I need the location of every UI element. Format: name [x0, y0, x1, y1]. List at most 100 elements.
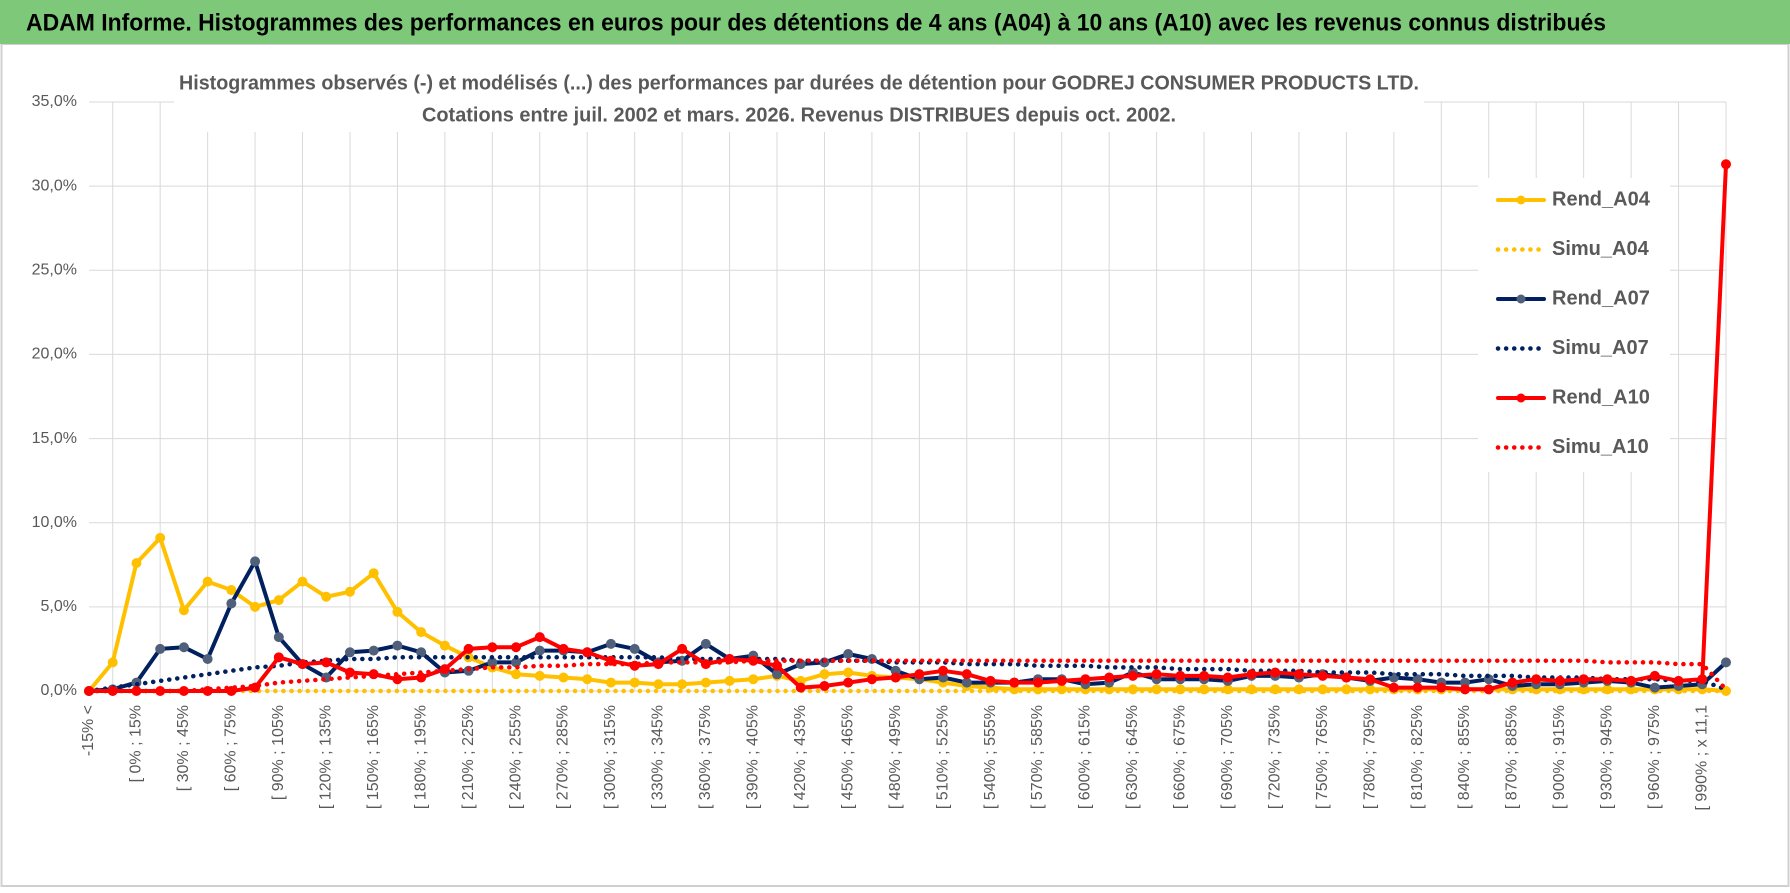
data-point: [1531, 674, 1542, 685]
x-tick-label: [ 600% ; 615%: [1077, 705, 1094, 809]
data-point: [629, 677, 640, 688]
x-tick-label: [ 0% ; 15%: [128, 705, 145, 782]
legend-label: Rend_A04: [1552, 188, 1651, 210]
data-point: [1673, 675, 1684, 686]
data-point: [843, 648, 854, 659]
data-point: [558, 643, 569, 654]
data-point: [178, 605, 189, 616]
data-point: [819, 680, 830, 691]
data-point: [843, 667, 854, 678]
data-point: [890, 672, 901, 683]
data-point: [1127, 670, 1138, 681]
data-point: [155, 643, 166, 654]
y-tick-label: 10,0%: [32, 514, 77, 531]
data-point: [1246, 669, 1257, 680]
x-tick-label: [ 390% ; 405%: [745, 705, 762, 809]
y-tick-label: 25,0%: [32, 262, 77, 279]
data-point: [250, 601, 261, 612]
data-point: [1032, 677, 1043, 688]
data-point: [558, 672, 569, 683]
series-line: [87, 162, 1728, 693]
data-point: [653, 679, 664, 690]
data-point: [534, 670, 545, 681]
data-point: [1483, 684, 1494, 695]
data-point: [1341, 672, 1352, 683]
y-tick-label: 20,0%: [32, 346, 77, 363]
x-tick-label: [ 690% ; 705%: [1219, 705, 1236, 809]
x-tick-label: [ 180% ; 195%: [412, 705, 429, 809]
data-point: [938, 665, 949, 676]
data-point: [582, 674, 593, 685]
data-point: [1199, 670, 1210, 681]
x-tick-label: [ 900% ; 915%: [1551, 705, 1568, 809]
chart-title: Histogrammes observés (-) et modélisés (…: [179, 72, 1419, 94]
x-tick-label: [ 510% ; 525%: [934, 705, 951, 809]
y-tick-label: 35,0%: [32, 93, 77, 110]
header-title: ADAM Informe. Histogrammes des performan…: [26, 9, 1606, 36]
data-point: [392, 606, 403, 617]
data-point: [463, 643, 474, 654]
data-point: [748, 674, 759, 685]
data-point: [1626, 675, 1637, 686]
data-point: [297, 659, 308, 670]
data-point: [131, 558, 142, 569]
chart-subtitle: Cotations entre juil. 2002 et mars. 2026…: [422, 104, 1176, 126]
data-point: [1270, 667, 1281, 678]
x-tick-label: [ 840% ; 855%: [1456, 705, 1473, 809]
data-point: [677, 679, 688, 690]
data-point: [202, 654, 213, 665]
data-point: [1697, 674, 1708, 685]
x-tick-label: [ 540% ; 555%: [982, 705, 999, 809]
data-point: [1602, 674, 1613, 685]
data-point: [605, 677, 616, 688]
x-tick-label: [ 60% ; 75%: [223, 705, 240, 791]
data-point: [392, 640, 403, 651]
x-tick-label: [ 810% ; 825%: [1409, 705, 1426, 809]
data-point: [677, 643, 688, 654]
data-point: [1175, 670, 1186, 681]
legend-label: Simu_A04: [1552, 238, 1650, 260]
title-background: [174, 66, 1424, 132]
y-tick-label: 5,0%: [41, 598, 77, 615]
data-point: [1649, 670, 1660, 681]
x-tick-label: [ 780% ; 795%: [1361, 705, 1378, 809]
data-point: [534, 632, 545, 643]
data-point: [1649, 682, 1660, 693]
data-point: [1554, 675, 1565, 686]
data-point: [1056, 675, 1067, 686]
x-tick-label: [ 480% ; 495%: [887, 705, 904, 809]
data-point: [700, 638, 711, 649]
data-point: [985, 675, 996, 686]
x-tick-label: [ 990% ; x 11,1: [1693, 705, 1710, 811]
legend-marker: [1516, 393, 1526, 403]
data-point: [202, 576, 213, 587]
x-tick-label: [ 570% ; 585%: [1029, 705, 1046, 809]
data-point: [724, 675, 735, 686]
data-point: [273, 595, 284, 606]
data-point: [511, 642, 522, 653]
data-point: [1721, 159, 1731, 170]
y-tick-label: 0,0%: [41, 682, 77, 699]
legend-label: Simu_A10: [1552, 436, 1649, 458]
y-tick-label: 15,0%: [32, 430, 77, 447]
header-bar: [0, 0, 1790, 44]
data-point: [1222, 672, 1233, 683]
data-point: [629, 643, 640, 654]
data-point: [1388, 682, 1399, 693]
data-point: [1293, 669, 1304, 680]
x-tick-label: [ 420% ; 435%: [792, 705, 809, 809]
x-tick-label: [ 930% ; 945%: [1599, 705, 1616, 809]
data-point: [368, 568, 379, 579]
data-point: [961, 677, 972, 688]
x-tick-label: [ 240% ; 255%: [507, 705, 524, 809]
x-tick-label: [ 90% ; 105%: [270, 705, 287, 800]
data-point: [582, 647, 593, 658]
y-tick-label: 30,0%: [32, 177, 77, 194]
x-tick-label: [ 960% ; 975%: [1646, 705, 1663, 809]
data-point: [1412, 682, 1423, 693]
data-point: [605, 638, 616, 649]
x-tick-label: [ 120% ; 135%: [317, 705, 334, 809]
data-point: [1104, 672, 1115, 683]
legend-label: Simu_A07: [1552, 337, 1649, 359]
